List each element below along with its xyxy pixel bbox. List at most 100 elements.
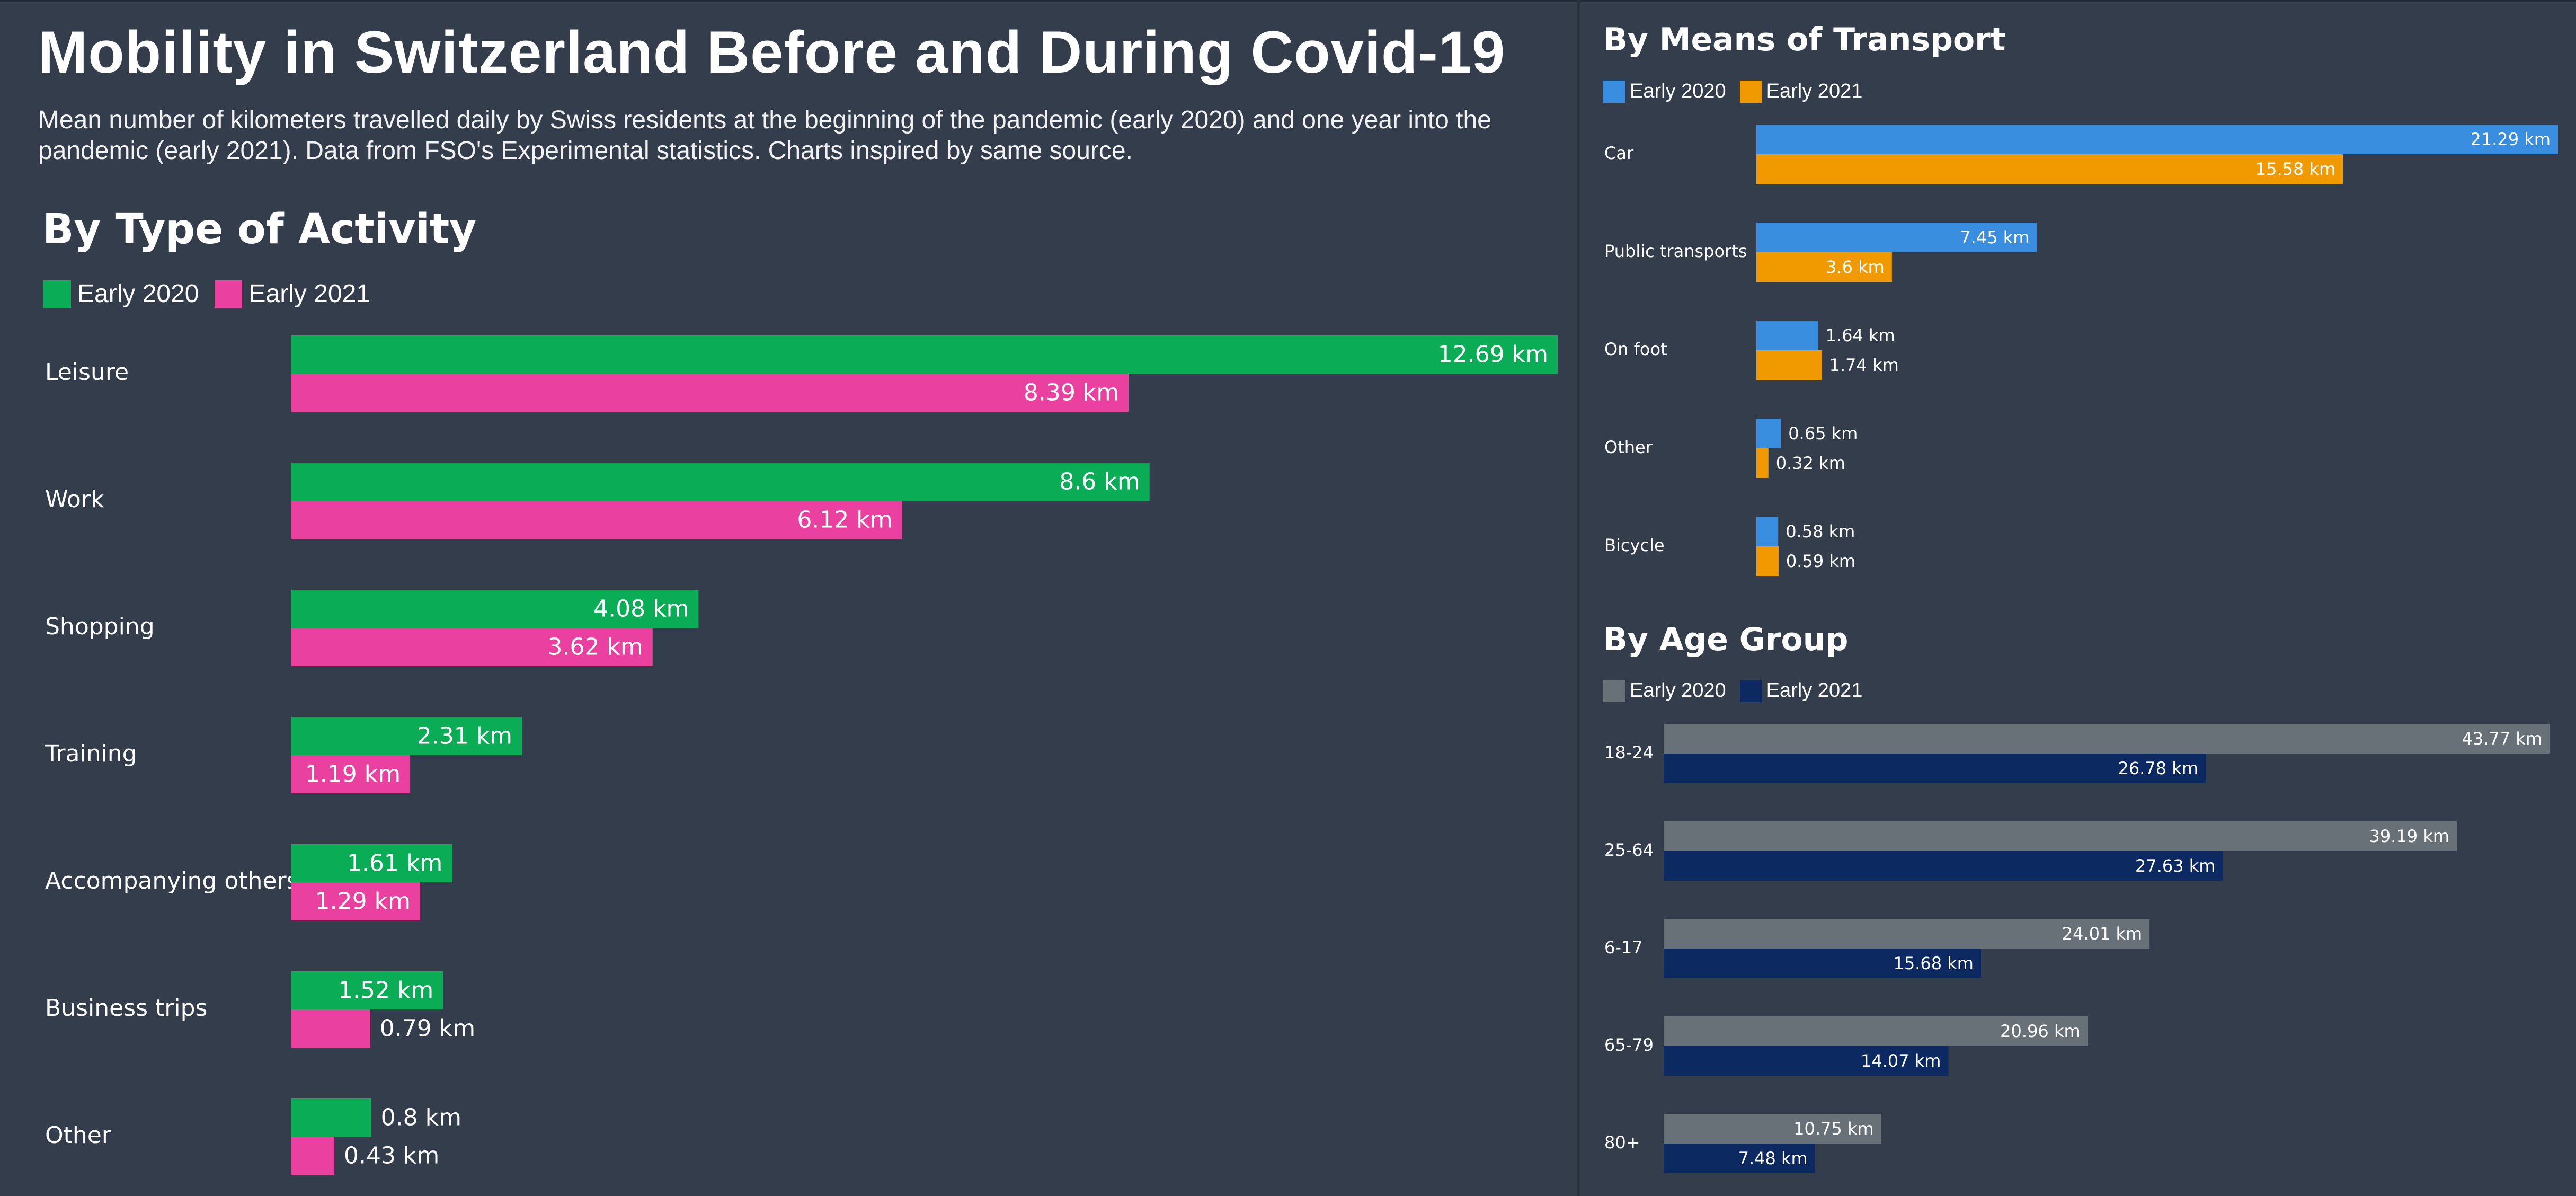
data-label: 1.52 km (338, 977, 433, 1004)
bar-early-2021-other (1756, 448, 1769, 478)
category-label: Training (45, 740, 137, 767)
category-label: Public transports (1604, 241, 1747, 261)
legend-item-early-2021: Early 2021 (1739, 679, 1863, 702)
category-label: Other (45, 1122, 112, 1149)
legend-swatch (1603, 679, 1625, 702)
data-label: 4.08 km (593, 596, 689, 623)
legend-label: Early 2021 (1766, 679, 1863, 702)
bar-early-2020-work (291, 463, 1150, 501)
data-label: 43.77 km (2462, 729, 2542, 749)
age-chart-legend: Early 2020 Early 2021 (1603, 679, 1862, 702)
data-label: 1.74 km (1829, 355, 1899, 375)
top-border (0, 0, 2576, 2)
legend-swatch (215, 280, 243, 308)
bar-early-2021-on-foot (1756, 350, 1822, 380)
category-label: Shopping (45, 613, 155, 640)
data-label: 12.69 km (1438, 341, 1548, 368)
bar-group-bicycle: Bicycle 0.58 km 0.59 km (1604, 517, 1855, 576)
bar-early-2021-accompanying-others (291, 882, 420, 920)
data-label: 7.45 km (1960, 227, 2029, 247)
category-label: 25-64 (1604, 840, 1654, 860)
data-label: 20.96 km (2000, 1021, 2080, 1041)
legend-label: Early 2021 (248, 280, 370, 308)
data-label: 8.6 km (1059, 468, 1140, 495)
legend-label: Early 2020 (77, 280, 199, 308)
legend-item-early-2020: Early 2020 (1603, 679, 1726, 702)
data-label: 15.58 km (2255, 159, 2335, 179)
category-label: Work (45, 486, 104, 513)
category-label: Car (1604, 143, 1634, 163)
data-label: 1.29 km (315, 888, 411, 915)
bar-early-2021-bicycle (1756, 546, 1779, 576)
bar-group-18-24: 18-24 43.77 km 26.78 km (1604, 724, 2550, 783)
bar-early-2020-car (1756, 125, 2558, 154)
bar-early-2021-leisure (291, 374, 1129, 412)
data-label: 6.12 km (797, 507, 892, 534)
bar-group-other: Other 0.65 km 0.32 km (1604, 419, 1858, 478)
bar-group-business-trips: Business trips 1.52 km 0.79 km (45, 971, 475, 1048)
legend-label: Early 2020 (1630, 679, 1726, 702)
data-label: 21.29 km (2471, 129, 2551, 149)
data-label: 3.62 km (547, 634, 643, 661)
transport-chart-legend: Early 2020 Early 2021 (1603, 80, 1862, 103)
bar-early-2020-25-64 (1664, 821, 2457, 851)
page-subtitle: Mean number of kilometers travelled dail… (38, 106, 1491, 165)
legend-swatch (1739, 80, 1762, 103)
bar-group-accompanying-others: Accompanying others 1.61 km 1.29 km (45, 844, 452, 920)
data-label: 7.48 km (1738, 1148, 1808, 1168)
bar-early-2020-training (291, 717, 522, 755)
category-label: On foot (1604, 339, 1667, 359)
legend-swatch (1603, 80, 1625, 103)
bar-group-6-17: 6-17 24.01 km 15.68 km (1604, 919, 2150, 978)
bar-early-2021-6-17 (1664, 949, 1981, 978)
bar-group-training: Training 2.31 km 1.19 km (45, 717, 522, 793)
bar-group-25-64: 25-64 39.19 km 27.63 km (1604, 821, 2457, 881)
transport-chart-title: By Means of Transport (1603, 21, 2006, 58)
bar-early-2021-25-64 (1664, 851, 2223, 881)
data-label: 26.78 km (2118, 758, 2198, 778)
legend-item-early-2021: Early 2021 (1739, 80, 1863, 103)
bar-early-2020-other (1756, 419, 1781, 448)
bar-group-car: Car 21.29 km 15.58 km (1604, 125, 2558, 184)
data-label: 0.32 km (1776, 453, 1845, 473)
category-label: 80+ (1604, 1132, 1640, 1153)
bar-group-on-foot: On foot 1.64 km 1.74 km (1604, 321, 1899, 380)
data-label: 1.61 km (347, 850, 442, 877)
legend-label: Early 2021 (1766, 80, 1863, 102)
bar-early-2020-6-17 (1664, 919, 2150, 949)
legend-item-early-2020: Early 2020 (43, 279, 199, 308)
bar-early-2020-other (291, 1098, 371, 1137)
data-label: 10.75 km (1793, 1119, 1873, 1139)
bar-early-2020-shopping (291, 590, 699, 628)
data-label: 0.65 km (1788, 423, 1858, 444)
legend-swatch (1739, 679, 1762, 702)
bar-early-2020-on-foot (1756, 321, 1818, 350)
bar-early-2020-leisure (291, 335, 1558, 374)
data-label: 2.31 km (417, 723, 512, 750)
data-label: 14.07 km (1861, 1051, 1941, 1071)
data-label: 27.63 km (2135, 856, 2215, 876)
legend-item-early-2021: Early 2021 (215, 279, 370, 308)
bar-group-65-79: 65-79 20.96 km 14.07 km (1604, 1016, 2088, 1076)
legend-label: Early 2020 (1630, 80, 1726, 102)
bar-early-2021-65-79 (1664, 1046, 1949, 1076)
data-label: 0.58 km (1786, 521, 1855, 542)
data-label: 1.64 km (1826, 325, 1895, 345)
bar-early-2021-training (291, 755, 411, 793)
data-label: 39.19 km (2369, 826, 2449, 846)
activity-chart-legend: Early 2020 Early 2021 (43, 279, 370, 308)
bar-early-2020-80 (1664, 1114, 1881, 1144)
category-label: Business trips (45, 995, 207, 1022)
bar-early-2020-public-transports (1756, 223, 2037, 252)
data-label: 3.6 km (1826, 257, 1885, 277)
page-title: Mobility in Switzerland Before and Durin… (38, 19, 1506, 85)
legend-swatch (43, 280, 71, 308)
data-label: 0.79 km (380, 1015, 475, 1042)
category-label: Bicycle (1604, 535, 1665, 555)
bar-early-2021-car (1756, 154, 2343, 184)
activity-bar-chart: Leisure 12.69 km 8.39 km Work 8.6 km 6.12 km S… (45, 335, 1558, 1175)
bar-group-other: Other 0.8 km 0.43 km (45, 1098, 461, 1175)
age-chart-title: By Age Group (1603, 621, 1849, 658)
bar-group-work: Work 8.6 km 6.12 km (45, 463, 1150, 539)
